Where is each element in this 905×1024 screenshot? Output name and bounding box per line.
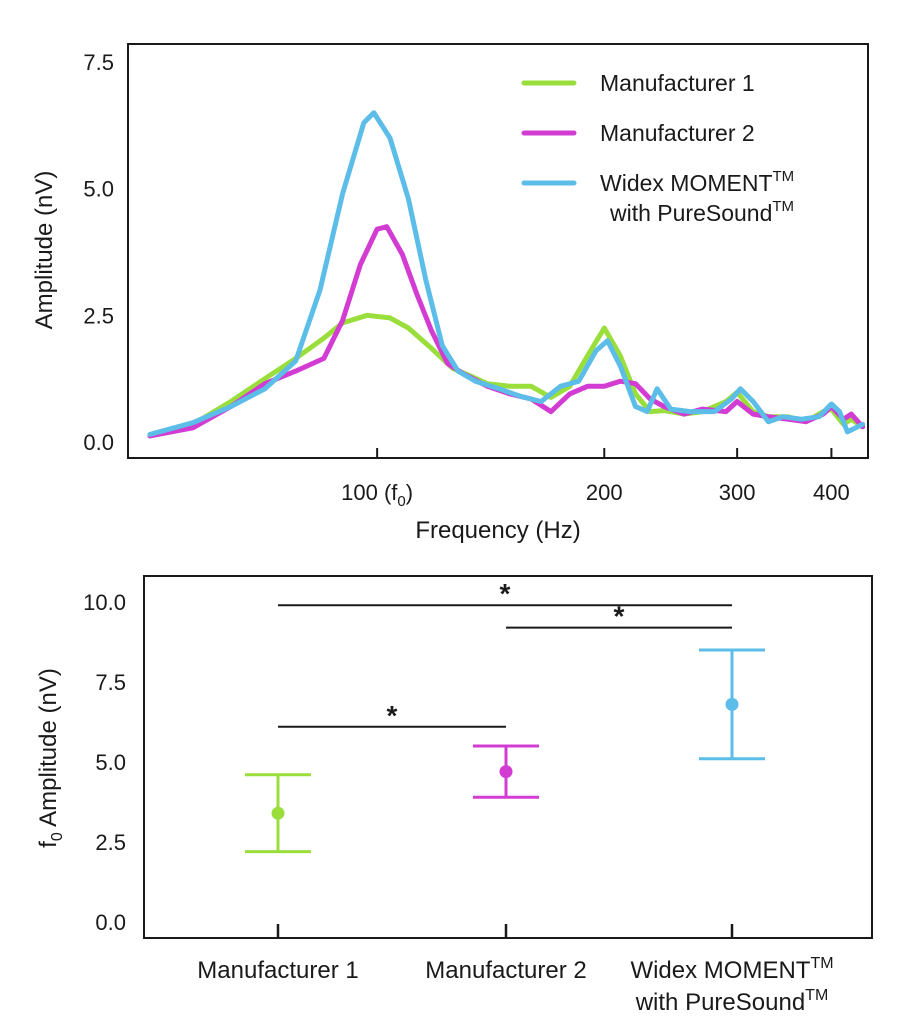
x-category-label: Manufacturer 1 (197, 957, 358, 984)
significance-star: * (500, 578, 511, 609)
y-tick-label: 10.0 (83, 590, 126, 615)
x-tick-label: 200 (586, 480, 623, 505)
mean-point (725, 697, 739, 711)
plot-frame (143, 575, 873, 939)
y-tick-label: 0.0 (83, 430, 114, 455)
y-tick-label: 5.0 (83, 177, 114, 202)
x-tick-label: 100 (f0) (341, 480, 413, 510)
f0-amplitude-chart: 0.0 2.5 5.0 7.5 10.0 f0 Amplitude (nV) Manufac… (35, 575, 873, 1016)
plot-frame (127, 43, 869, 459)
legend-label-3-line2: with PureSoundTM (609, 198, 794, 226)
mean-point (271, 806, 285, 820)
series-line-1 (147, 312, 866, 439)
y-tick-label: 7.5 (83, 50, 114, 75)
y-tick-label: 7.5 (95, 670, 126, 695)
y-axis-label: f0 Amplitude (nV) (35, 668, 66, 848)
legend-label-2: Manufacturer 2 (600, 120, 755, 146)
y-tick-label: 2.5 (95, 830, 126, 855)
significance-star: * (387, 700, 398, 731)
x-category-label-line2: with PureSoundTM (635, 987, 829, 1016)
x-axis-label: Frequency (Hz) (415, 517, 580, 544)
y-axis-label: Amplitude (nV) (31, 171, 58, 330)
spectrum-chart: 0.0 2.5 5.0 7.5 100 (f0) 200 300 400 Frequency (… (31, 43, 869, 544)
x-tick-label: 300 (719, 480, 756, 505)
x-category-label: Manufacturer 2 (425, 957, 586, 984)
series-line-3 (147, 110, 866, 437)
mean-point (499, 765, 513, 779)
y-tick-label: 2.5 (83, 303, 114, 328)
legend-label-1: Manufacturer 1 (600, 70, 755, 96)
legend-label-3: Widex MOMENTTM (600, 168, 794, 196)
y-tick-label: 0.0 (95, 910, 126, 935)
significance-star: * (614, 601, 625, 632)
y-tick-label: 5.0 (95, 750, 126, 775)
x-tick-label: 400 (813, 480, 850, 505)
x-category-label: Widex MOMENTTM (630, 955, 833, 984)
